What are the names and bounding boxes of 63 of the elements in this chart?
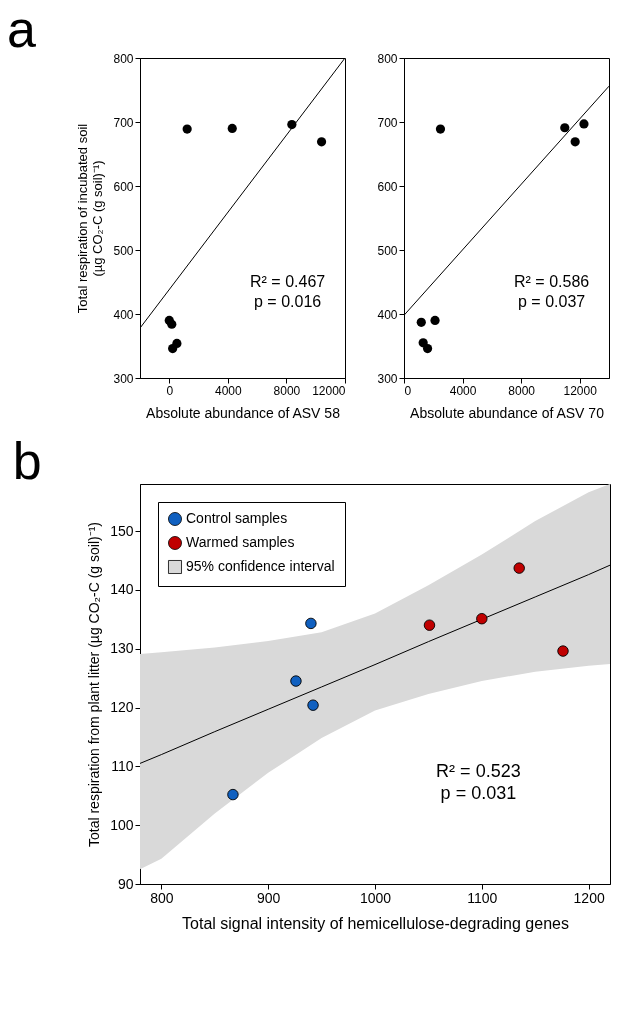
y-tick-label: 400 [113, 307, 134, 322]
annotation: p = 0.031 [440, 783, 517, 803]
y-tick-label: 500 [113, 243, 134, 258]
x-tick-label: 12000 [312, 383, 346, 398]
y-tick-label: 800 [377, 51, 398, 66]
annotation: R² = 0.467 [250, 273, 326, 290]
annotation: R² = 0.523 [436, 761, 521, 781]
legend-label: Warmed samples [186, 534, 295, 550]
point [305, 617, 317, 630]
legend-label: Control samples [186, 510, 288, 526]
y-tick-label: 100 [110, 816, 134, 833]
point [416, 317, 426, 327]
y-axis-title: Total respiration from plant litter (µg CO₂-C (g soil)⁻¹) [86, 521, 103, 848]
point [422, 343, 433, 354]
y-tick-label: 600 [113, 179, 134, 194]
point [570, 137, 580, 147]
point [227, 788, 239, 801]
point [560, 123, 570, 133]
y-tick-label: 800 [113, 51, 134, 66]
x-axis-title: Absolute abundance of ASV 58 [146, 404, 341, 421]
y-tick-label: 90 [117, 875, 134, 892]
x-tick-label: 1000 [359, 889, 392, 906]
y-tick-label: 700 [377, 115, 398, 130]
legend-label: 95% confidence interval [186, 558, 335, 574]
y-tick-label: 110 [111, 757, 134, 774]
x-tick-label: 900 [257, 889, 281, 906]
annotation: p = 0.037 [518, 293, 586, 310]
y-tick-label: 700 [113, 115, 134, 130]
y-tick-label: 600 [377, 179, 398, 194]
y-tick-label: 120 [110, 699, 134, 716]
y-tick-label: 130 [110, 640, 134, 657]
x-tick-label: 0 [166, 383, 174, 398]
x-tick-label: 1200 [573, 889, 605, 906]
y-tick-label: 500 [377, 243, 398, 258]
point [557, 645, 569, 657]
point [579, 119, 589, 129]
x-tick-label: 4000 [215, 383, 243, 398]
point [307, 699, 319, 711]
x-tick-label: 1100 [467, 889, 498, 906]
y-tick-label: 300 [113, 371, 134, 386]
x-tick-label: 8000 [273, 383, 301, 398]
chart-title: a [6, 0, 36, 58]
y-tick-label: 400 [377, 307, 398, 322]
point [435, 124, 446, 134]
y-tick-label: 150 [110, 522, 134, 539]
x-tick-label: 4000 [449, 383, 477, 398]
annotation: R² = 0.586 [514, 273, 590, 290]
x-tick-label: 12000 [563, 383, 598, 398]
x-tick-label: 800 [150, 889, 174, 906]
x-tick-label: 8000 [508, 383, 536, 398]
point [290, 675, 302, 687]
point [423, 619, 436, 631]
y-tick-label: 140 [110, 581, 134, 598]
chart-title: b [12, 432, 42, 490]
annotation: p = 0.016 [254, 293, 322, 310]
x-axis-title: Absolute abundance of ASV 70 [410, 404, 605, 421]
y-tick-label: 300 [377, 371, 398, 386]
point [430, 315, 440, 325]
y-axis-title: Total respiration of incubated soil (µg CO₂-C (g soil)⁻¹) [75, 123, 106, 314]
point [513, 562, 525, 574]
x-axis-title: Total signal intensity of hemicellulose-degrading genes [182, 914, 569, 932]
x-tick-label: 0 [404, 383, 412, 398]
point [476, 613, 488, 625]
